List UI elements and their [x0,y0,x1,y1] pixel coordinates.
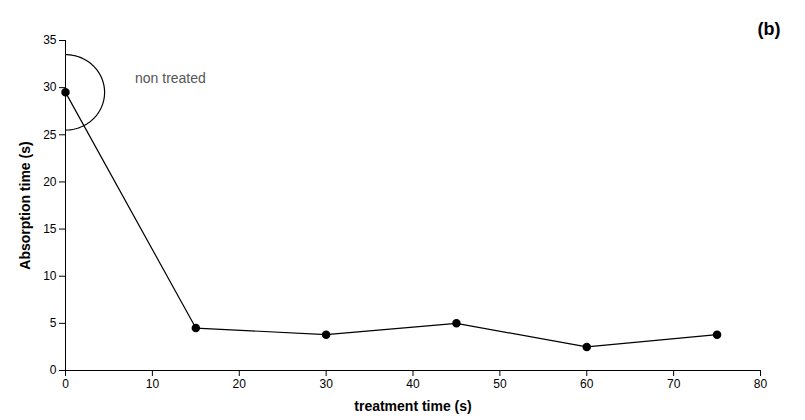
svg-text:0: 0 [62,377,69,391]
svg-text:5: 5 [50,316,57,330]
svg-text:15: 15 [43,222,57,236]
svg-text:60: 60 [580,377,594,391]
svg-text:20: 20 [233,377,247,391]
svg-text:35: 35 [43,33,57,47]
svg-text:10: 10 [43,269,57,283]
svg-text:Absorption time (s): Absorption time (s) [17,141,33,269]
svg-text:70: 70 [667,377,681,391]
svg-text:non treated: non treated [135,70,206,86]
svg-text:0: 0 [50,363,57,377]
svg-text:30: 30 [43,80,57,94]
svg-text:10: 10 [146,377,160,391]
svg-text:(b): (b) [758,19,781,39]
svg-text:25: 25 [43,128,57,142]
svg-text:30: 30 [319,377,333,391]
svg-text:80: 80 [754,377,768,391]
svg-text:20: 20 [43,175,57,189]
svg-text:50: 50 [493,377,507,391]
svg-text:40: 40 [406,377,420,391]
svg-text:treatment time (s): treatment time (s) [354,398,471,414]
